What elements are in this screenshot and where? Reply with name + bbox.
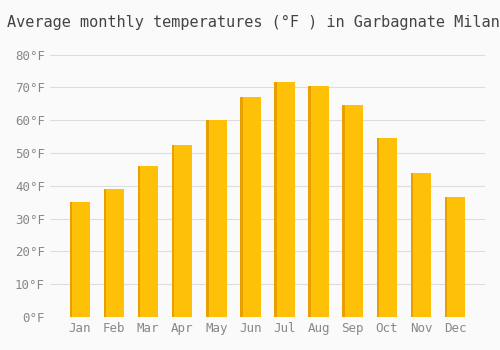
Bar	[308, 86, 311, 317]
Bar	[410, 173, 413, 317]
Bar	[70, 202, 72, 317]
Bar	[308, 86, 329, 317]
Bar	[138, 166, 140, 317]
Bar	[172, 145, 174, 317]
Bar	[104, 189, 124, 317]
Bar	[206, 120, 227, 317]
Bar	[274, 83, 294, 317]
Bar	[445, 197, 447, 317]
Bar	[240, 97, 242, 317]
Bar	[104, 189, 106, 317]
Bar	[138, 166, 158, 317]
Bar	[240, 97, 260, 317]
Bar	[410, 173, 431, 317]
Bar	[342, 105, 345, 317]
Bar	[342, 105, 363, 317]
Bar	[445, 197, 465, 317]
Bar	[70, 202, 90, 317]
Bar	[206, 120, 208, 317]
Bar	[172, 145, 193, 317]
Bar	[274, 83, 276, 317]
Title: Average monthly temperatures (°F ) in Garbagnate Milanese: Average monthly temperatures (°F ) in Ga…	[8, 15, 500, 30]
Bar	[376, 138, 379, 317]
Bar	[376, 138, 397, 317]
